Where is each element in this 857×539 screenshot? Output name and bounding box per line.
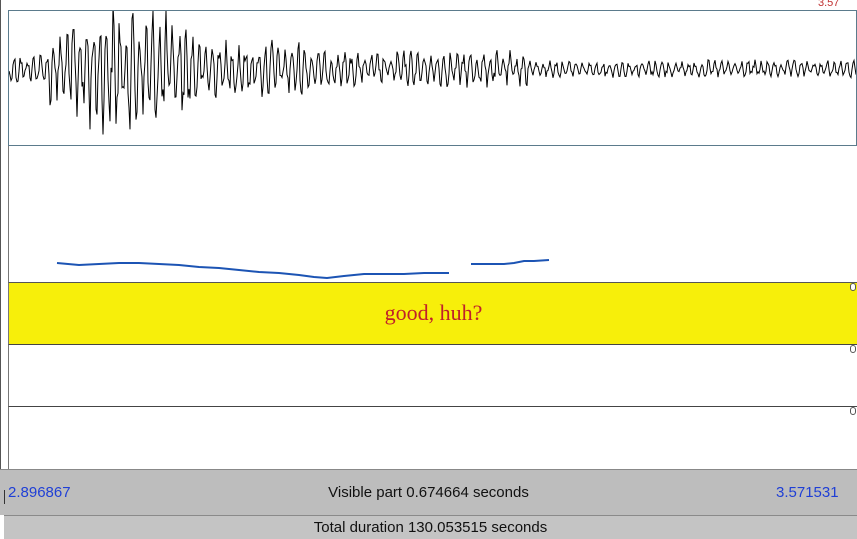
tier-3-boundary-marker[interactable] xyxy=(850,407,856,415)
left-cursor-tick xyxy=(4,490,5,504)
waveform-graph xyxy=(9,11,856,135)
pitch-contour-segment-1 xyxy=(56,262,449,280)
visible-end-time: 3.571531 xyxy=(776,484,839,501)
waveform-trace xyxy=(9,11,856,135)
total-duration-bar[interactable]: Total duration 130.053515 seconds xyxy=(4,515,857,539)
total-duration-label: Total duration 130.053515 seconds xyxy=(313,519,548,536)
annotation-tier-3[interactable] xyxy=(8,407,857,469)
annotation-tier-1[interactable]: good, huh? xyxy=(8,283,857,345)
waveform-panel[interactable] xyxy=(8,10,857,146)
annotation-tier-2[interactable] xyxy=(8,345,857,407)
visible-start-time: 2.896867 xyxy=(8,484,71,501)
visible-part-bar[interactable] xyxy=(0,469,857,515)
visible-part-label: Visible part 0.674664 seconds xyxy=(328,484,529,501)
pitch-contour-segment-2 xyxy=(471,259,550,265)
tier-1-boundary-marker[interactable] xyxy=(850,283,856,291)
pitch-panel[interactable] xyxy=(8,146,857,283)
pitch-graph xyxy=(56,259,550,280)
tier-1-label[interactable]: good, huh? xyxy=(384,300,483,325)
tier-2-boundary-marker[interactable] xyxy=(850,345,856,353)
top-right-time-label: 3.57 xyxy=(818,0,840,9)
